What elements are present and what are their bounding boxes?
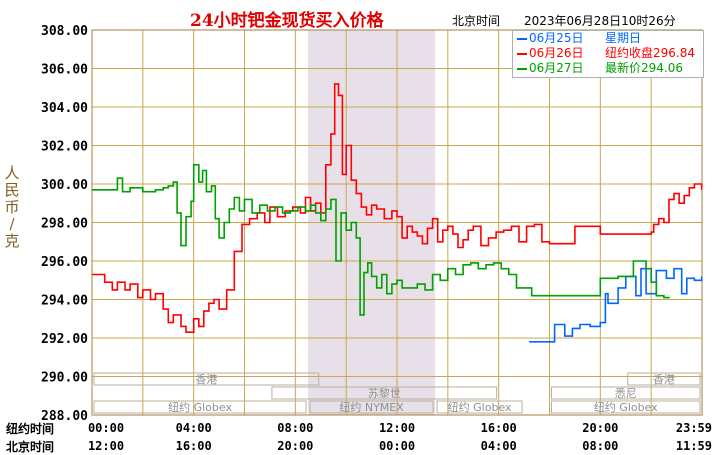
x-tick-label: 00:00: [88, 421, 124, 435]
x-tick-labels: 00:00 04:00 08:00 12:00 16:00 20:00 23:59 12:00…: [88, 421, 712, 453]
session-bar: [551, 400, 701, 414]
legend-date: 06月26日: [529, 46, 584, 60]
header-timestamp: 2023年06月28日10时26分: [524, 14, 676, 28]
y-tick-label: 302.00: [41, 140, 88, 155]
legend-entry: 06月26日 纽约收盘296.84: [513, 46, 703, 61]
session-bar: [93, 400, 307, 414]
series-line: [529, 267, 703, 343]
session-bar: [551, 386, 701, 400]
row-label-bj: 北京时间: [6, 440, 55, 454]
session-label: 苏黎世: [368, 386, 401, 400]
legend-swatch: [517, 53, 527, 55]
y-axis-label-char: 民: [4, 181, 20, 199]
y-tick-label: 296.00: [41, 255, 88, 270]
legend-date: 06月25日: [529, 31, 584, 45]
legend-text: 最新价294.06: [605, 61, 683, 75]
x-tick-label: 16:00: [481, 421, 517, 435]
y-tick-label: 288.00: [41, 409, 88, 424]
x-tick-label: 12:00: [379, 421, 415, 435]
x-tick-label: 23:59: [676, 421, 712, 435]
session-bar: [271, 386, 498, 400]
session-label: 香港: [195, 373, 217, 386]
session-label: 香港: [653, 373, 675, 386]
y-tick-label: 304.00: [41, 101, 88, 116]
y-tick-label: 306.00: [41, 63, 88, 78]
x-tick-label: 12:00: [88, 439, 124, 453]
header-timezone: 北京时间: [452, 14, 501, 28]
legend-text: 星期日: [605, 31, 642, 45]
legend-swatch: [517, 38, 527, 40]
session-label: 纽约 Globex: [448, 400, 512, 414]
session-bar: [309, 400, 434, 414]
session-label: 纽约 NYMEX: [339, 400, 404, 414]
legend-date: 06月27日: [529, 61, 584, 75]
x-tick-label: 20:00: [277, 439, 313, 453]
plot-border: [91, 29, 703, 416]
legend-entry: 06月25日 星期日: [513, 31, 703, 46]
y-axis-label-char: /: [9, 215, 15, 233]
y-tick-label: 308.00: [41, 24, 88, 39]
y-axis-label-char: 币: [4, 198, 20, 216]
legend-entry: 06月27日 最新价294.06: [513, 61, 703, 76]
x-tick-label: 08:00: [582, 439, 618, 453]
session-bar: [627, 372, 701, 386]
y-tick-label: 298.00: [41, 217, 88, 232]
y-axis-label-char: 人: [4, 164, 20, 182]
series-group: [92, 83, 703, 343]
x-tick-label: 04:00: [176, 421, 212, 435]
x-tick-label: 00:00: [379, 439, 415, 453]
x-tick-label: 11:59: [676, 439, 712, 453]
legend-swatch: [517, 68, 527, 70]
y-tick-label: 294.00: [41, 294, 88, 309]
x-tick-label: 08:00: [277, 421, 313, 435]
grid: [91, 29, 703, 416]
session-label: 纽约 Globex: [168, 400, 232, 414]
chart-title: 24小时钯金现货买入价格: [190, 11, 384, 31]
y-tick-label: 300.00: [41, 178, 88, 193]
legend: 06月25日 星期日 06月26日 纽约收盘296.84 06月27日 最新价2…: [512, 30, 704, 78]
session-label: 悉尼: [615, 387, 637, 400]
y-axis-label: 人 民 币 / 克: [4, 165, 20, 250]
session-bar: [436, 400, 523, 414]
y-tick-labels: 288.00 290.00 292.00 294.00 296.00 298.00 300.…: [41, 24, 88, 424]
series-line: [92, 164, 670, 316]
session-label: 纽约 Globex: [594, 400, 658, 414]
row-label-ny: 纽约时间: [6, 422, 55, 436]
y-tick-label: 290.00: [41, 371, 88, 386]
y-axis-label-char: 克: [4, 232, 20, 250]
y-tick-label: 292.00: [41, 332, 88, 347]
session-bar: [93, 372, 320, 386]
legend-text: 纽约收盘296.84: [605, 46, 695, 60]
x-tick-label: 20:00: [582, 421, 618, 435]
x-tick-label: 04:00: [481, 439, 517, 453]
series-line: [92, 83, 703, 333]
x-tick-label: 16:00: [176, 439, 212, 453]
